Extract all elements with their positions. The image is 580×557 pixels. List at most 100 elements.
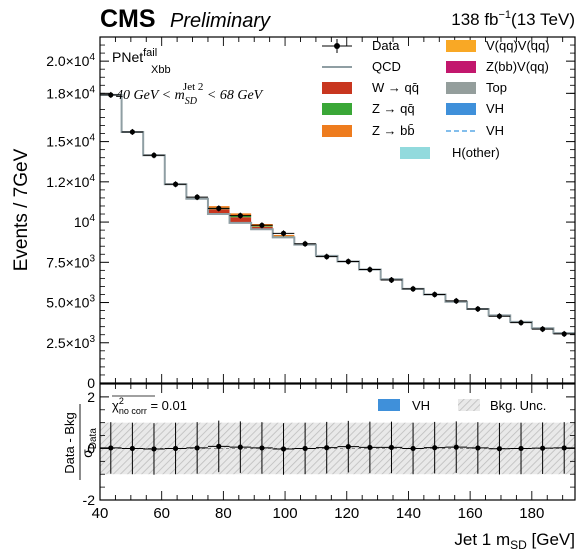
- mass-window-sup: Jet 2: [183, 81, 203, 93]
- ratio-point: [259, 445, 265, 451]
- legend-label: VH: [486, 123, 504, 138]
- status-label: Preliminary: [170, 10, 271, 32]
- data-point: [367, 266, 373, 273]
- chi2-symbol: χ: [112, 398, 119, 413]
- y-tick-mantissa: 10: [74, 214, 90, 230]
- y-tick-exponent: 3: [89, 253, 95, 264]
- x-axis-label: Jet 1 mSD [GeV]: [454, 530, 575, 552]
- y-tick-exponent: 3: [89, 334, 95, 345]
- chi2-sup: 2: [119, 396, 124, 406]
- data-point: [129, 129, 135, 135]
- ratio-point: [129, 445, 135, 452]
- data-point: [453, 298, 459, 304]
- ratio-point: [345, 444, 351, 450]
- legend-label: H(other): [452, 145, 500, 160]
- legend-label: Z → bb̄: [372, 123, 415, 138]
- ratio-x-axis: 40 60 80 100 120 140 160 180: [92, 384, 564, 522]
- y-tick-label: 2.0×104: [46, 52, 95, 69]
- region-base: PNet: [112, 49, 143, 65]
- legend-label: QCD: [372, 59, 401, 74]
- chi2-sub: no corr: [119, 406, 147, 416]
- legend-label: V(qq)V(qq): [486, 38, 550, 53]
- ratio-y-axis-label: Data - Bkg σData: [62, 404, 99, 480]
- data-point: [561, 331, 567, 337]
- main-legend: Data QCD W → qq̄ Z → qq̄ Z → bb̄ H(other) V(qq…: [322, 38, 550, 160]
- legend-label: Z(bb)V(qq): [486, 59, 549, 74]
- y-tick-label: 0: [87, 375, 95, 391]
- ratio-point: [475, 445, 481, 451]
- x-tick-label: 140: [396, 505, 421, 522]
- qcd-step-line: [100, 93, 575, 335]
- ratio-y-den-sigma: σ: [79, 449, 95, 458]
- ratio-point: [237, 444, 243, 450]
- legend-label: W → qq̄: [372, 80, 419, 95]
- mass-window-sub: SD: [185, 96, 198, 107]
- y-tick-mantissa: 7.5×10: [46, 254, 89, 270]
- ratio-point: [172, 445, 179, 452]
- y-tick-exponent: 4: [89, 173, 95, 184]
- data-points: [100, 91, 575, 337]
- ratio-legend-label: Bkg. Unc.: [490, 398, 546, 413]
- main-frame: [99, 36, 576, 384]
- data-point: [518, 320, 524, 326]
- region-label: PNetfail: [112, 47, 157, 65]
- data-point: [280, 230, 287, 236]
- data-point: [216, 205, 222, 211]
- energy-label: (13 TeV): [511, 10, 575, 29]
- legend-label: Data: [372, 38, 400, 53]
- ratio-point: [561, 445, 567, 451]
- y-tick-exponent: 4: [89, 52, 95, 63]
- ratio-y-den: σData: [79, 428, 99, 458]
- ratio-y-num: Data - Bkg: [62, 412, 77, 473]
- ratio-point: [410, 445, 416, 452]
- y-tick-exponent: 4: [89, 84, 95, 95]
- data-point: [172, 181, 179, 187]
- ratio-legend-unc-swatch: [458, 399, 480, 411]
- data-point: [237, 213, 243, 219]
- legend-swatch: [446, 103, 476, 115]
- ratio-point: [108, 445, 114, 451]
- ratio-point: [367, 444, 373, 451]
- x-label-sub: SD: [510, 538, 527, 552]
- legend-swatch: [446, 82, 476, 94]
- y-tick-mantissa: 1.2×10: [46, 174, 89, 190]
- x-tick-label: 80: [215, 505, 232, 522]
- y-tick-mantissa: 0: [87, 375, 95, 391]
- legend-swatch: [322, 125, 352, 137]
- ratio-point: [388, 444, 395, 451]
- data-point: [475, 306, 481, 312]
- main-x-ticks: [99, 37, 564, 383]
- y-tick-label: 7.5×103: [46, 253, 95, 270]
- data-point: [194, 194, 200, 200]
- y-tick-label: 2.5×103: [46, 334, 95, 351]
- ratio-y-den-sub: Data: [88, 428, 99, 450]
- lumi-exponent: −1: [499, 9, 512, 21]
- ratio-points: [100, 420, 575, 475]
- wqq-bar: [207, 209, 230, 215]
- region-sup: fail: [143, 47, 157, 59]
- ratio-y-tick-label: -2: [83, 492, 96, 508]
- wqq-bar: [229, 217, 252, 223]
- y-tick-label: 1.5×104: [46, 133, 95, 150]
- mass-window-right: < 68 GeV: [203, 88, 263, 103]
- ratio-legend-label: VH: [412, 398, 430, 413]
- legend-swatch: [322, 82, 352, 94]
- chi2-value: = 0.01: [147, 398, 187, 413]
- x-label-main: Jet 1 m: [454, 530, 510, 549]
- data-point: [540, 326, 546, 332]
- lumi-label: 138 fb−1(13 TeV): [451, 9, 575, 29]
- ratio-point: [324, 445, 330, 451]
- x-tick-label: 60: [153, 505, 170, 522]
- x-tick-label: 40: [92, 505, 109, 522]
- data-point: [496, 313, 503, 319]
- legend-swatch: [400, 147, 430, 159]
- mass-window-left: 40 GeV < m: [116, 88, 185, 103]
- y-tick-mantissa: 1.5×10: [46, 134, 89, 150]
- x-label-unit: [GeV]: [527, 530, 575, 549]
- legend-swatch: [322, 103, 352, 115]
- legend-data-marker: [334, 43, 340, 49]
- ratio-point: [518, 445, 524, 452]
- ratio-y-tick-label: 0: [87, 440, 95, 456]
- ratio-panel: -202 40 60 80 100 120 140 160 180 χ2 no corr = 0…: [62, 383, 576, 552]
